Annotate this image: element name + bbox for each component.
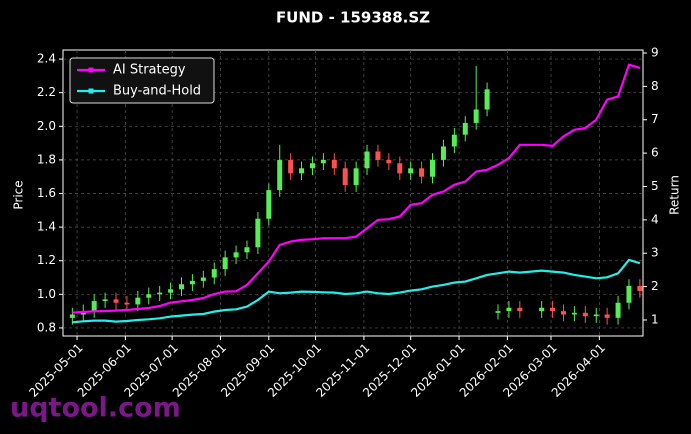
legend-marker bbox=[88, 88, 94, 94]
candle-body bbox=[189, 280, 195, 285]
candle-body bbox=[495, 311, 501, 313]
y2-tick-label: 5 bbox=[651, 179, 659, 193]
candle-body bbox=[255, 218, 261, 248]
candle-body bbox=[353, 168, 359, 186]
candle-body bbox=[506, 307, 512, 312]
candle-body bbox=[484, 89, 490, 110]
candle-body bbox=[309, 163, 315, 169]
series-line bbox=[72, 258, 641, 324]
candle-body bbox=[637, 285, 643, 291]
candle-body bbox=[539, 307, 545, 312]
candle-body bbox=[244, 247, 250, 253]
candle-body bbox=[320, 159, 326, 164]
y-tick-label: 1.0 bbox=[37, 287, 56, 301]
candle-body bbox=[615, 302, 621, 318]
candle-body bbox=[91, 301, 97, 312]
candle-body bbox=[233, 252, 239, 258]
candle-body bbox=[375, 151, 381, 160]
y-tick-label: 0.8 bbox=[37, 320, 56, 334]
y2-tick-label: 8 bbox=[651, 79, 659, 93]
y2-axis-label: Return bbox=[668, 175, 682, 215]
y2-tick-label: 7 bbox=[651, 112, 659, 126]
candle-body bbox=[168, 289, 174, 293]
candle-body bbox=[430, 159, 436, 177]
candle-body bbox=[135, 297, 141, 305]
y2-tick-label: 1 bbox=[651, 312, 659, 326]
candle-body bbox=[157, 292, 163, 295]
candle-body bbox=[222, 257, 228, 270]
candle-body bbox=[200, 277, 206, 281]
y-tick-label: 2.2 bbox=[37, 85, 56, 99]
candle-body bbox=[178, 284, 184, 290]
watermark: uqtool.com bbox=[10, 393, 181, 424]
candle-body bbox=[277, 159, 283, 191]
y-tick-label: 1.8 bbox=[37, 152, 56, 166]
candle-body bbox=[266, 190, 272, 219]
y-tick-label: 1.2 bbox=[37, 253, 56, 267]
candle-body bbox=[593, 314, 599, 317]
candle-body bbox=[408, 168, 414, 174]
y2-tick-label: 9 bbox=[651, 46, 659, 60]
y-tick-label: 1.6 bbox=[37, 186, 56, 200]
candle-body bbox=[440, 146, 446, 160]
legend-label: AI Strategy bbox=[113, 63, 186, 78]
chart-title: FUND - 159388.SZ bbox=[276, 9, 430, 27]
y-axis-label: Price bbox=[12, 180, 26, 209]
candle-body bbox=[113, 299, 119, 303]
candle-body bbox=[69, 314, 75, 318]
y-tick-label: 2.0 bbox=[37, 119, 56, 133]
y2-tick-label: 2 bbox=[651, 279, 659, 293]
candle-body bbox=[462, 122, 468, 135]
candle-body bbox=[102, 299, 108, 302]
candle-body bbox=[560, 311, 566, 315]
candle-body bbox=[331, 159, 337, 169]
candle-body bbox=[473, 109, 479, 123]
candle-body bbox=[550, 307, 556, 312]
y2-tick-label: 6 bbox=[651, 146, 659, 160]
candle-body bbox=[124, 302, 130, 305]
candle-body bbox=[299, 168, 305, 174]
candle-body bbox=[386, 159, 392, 164]
legend-marker bbox=[88, 67, 94, 73]
candle-body bbox=[451, 134, 457, 147]
candle-body bbox=[288, 159, 294, 174]
legend-box bbox=[69, 57, 215, 104]
candle-body bbox=[604, 314, 610, 318]
candle-body bbox=[626, 285, 632, 303]
y2-tick-label: 4 bbox=[651, 212, 659, 226]
series-line bbox=[72, 63, 641, 314]
y2-tick-label: 3 bbox=[651, 246, 659, 260]
y-tick-label: 2.4 bbox=[37, 52, 56, 66]
candle-body bbox=[419, 168, 425, 177]
legend: AI Strategy Buy-and-Hold bbox=[69, 57, 215, 104]
candle-body bbox=[517, 307, 523, 312]
candle-body bbox=[342, 168, 348, 186]
candle-body bbox=[582, 312, 588, 317]
plot-frame bbox=[62, 49, 644, 337]
candle-body bbox=[397, 163, 403, 174]
candle-body bbox=[211, 269, 217, 278]
y-tick-label: 1.4 bbox=[37, 220, 56, 234]
candle-body bbox=[364, 151, 370, 169]
candle-body bbox=[146, 294, 152, 298]
candle-body bbox=[571, 312, 577, 315]
legend-label: Buy-and-Hold bbox=[113, 84, 201, 99]
